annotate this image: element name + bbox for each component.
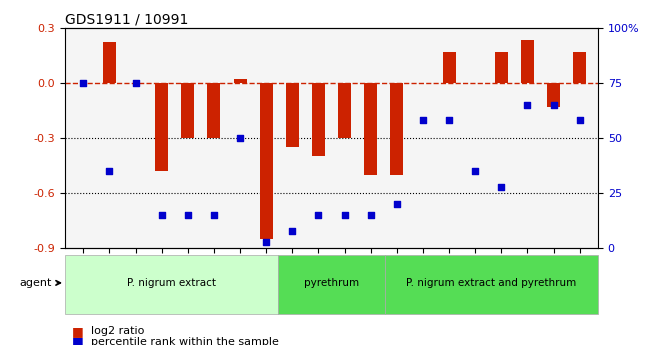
Point bbox=[209, 213, 219, 218]
Text: percentile rank within the sample: percentile rank within the sample bbox=[91, 337, 279, 345]
Bar bbox=[155, 83, 168, 171]
Bar bbox=[443, 51, 456, 83]
Point bbox=[575, 118, 585, 123]
Point bbox=[183, 213, 193, 218]
FancyBboxPatch shape bbox=[278, 255, 385, 314]
Text: pyrethrum: pyrethrum bbox=[304, 278, 359, 288]
Text: GDS1911 / 10991: GDS1911 / 10991 bbox=[65, 12, 188, 27]
Point bbox=[365, 213, 376, 218]
Text: agent: agent bbox=[20, 278, 60, 288]
Text: ■: ■ bbox=[72, 335, 84, 345]
Point bbox=[131, 80, 141, 86]
Point bbox=[313, 213, 324, 218]
Point bbox=[496, 184, 506, 189]
Text: log2 ratio: log2 ratio bbox=[91, 326, 144, 336]
Bar bbox=[233, 79, 246, 83]
Point bbox=[235, 135, 245, 141]
Point bbox=[549, 102, 559, 108]
Text: P. nigrum extract: P. nigrum extract bbox=[127, 278, 216, 288]
Point bbox=[104, 168, 114, 174]
Bar bbox=[312, 83, 325, 156]
Point bbox=[287, 228, 298, 234]
Text: ■: ■ bbox=[72, 325, 84, 338]
Bar bbox=[495, 51, 508, 83]
Bar bbox=[338, 83, 351, 138]
Point bbox=[261, 239, 272, 245]
Point bbox=[391, 201, 402, 207]
Bar bbox=[259, 83, 273, 239]
Text: P. nigrum extract and pyrethrum: P. nigrum extract and pyrethrum bbox=[406, 278, 577, 288]
Point bbox=[470, 168, 480, 174]
Bar bbox=[286, 83, 299, 147]
Bar bbox=[390, 83, 404, 175]
Point bbox=[78, 80, 88, 86]
Bar bbox=[521, 40, 534, 83]
Bar bbox=[103, 42, 116, 83]
Point bbox=[444, 118, 454, 123]
Point bbox=[418, 118, 428, 123]
FancyBboxPatch shape bbox=[385, 255, 598, 314]
Bar bbox=[573, 51, 586, 83]
Bar bbox=[207, 83, 220, 138]
Point bbox=[339, 213, 350, 218]
Bar bbox=[181, 83, 194, 138]
Point bbox=[522, 102, 532, 108]
Bar bbox=[547, 83, 560, 107]
FancyBboxPatch shape bbox=[65, 255, 278, 314]
Bar bbox=[364, 83, 377, 175]
Point bbox=[157, 213, 167, 218]
